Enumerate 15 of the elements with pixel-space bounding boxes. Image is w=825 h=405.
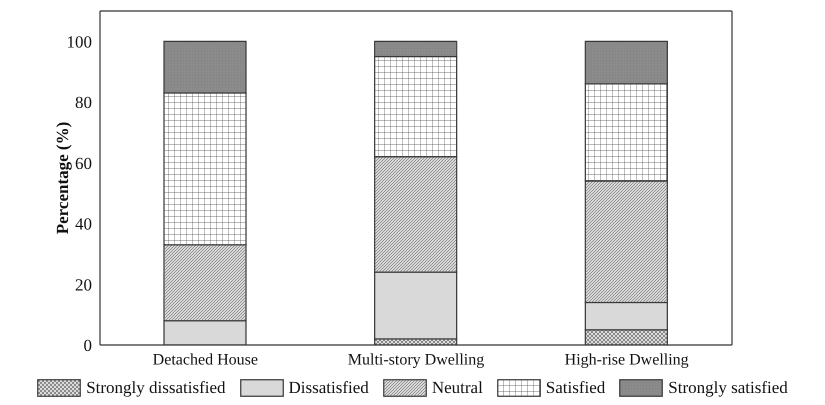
y-tick-label: 40 <box>75 214 92 234</box>
x-tick-label: Multi-story Dwelling <box>348 351 484 368</box>
y-tick-label: 100 <box>66 32 92 52</box>
y-tick-label: 0 <box>84 336 92 356</box>
legend-label: Dissatisfied <box>288 378 369 398</box>
x-tick-label: High-rise Dwelling <box>564 351 689 368</box>
y-tick-label: 60 <box>75 154 92 173</box>
y-axis-title: Percentage (%) <box>53 122 72 234</box>
y-tick-label: 80 <box>75 93 92 112</box>
y-tick-label: 20 <box>75 275 92 294</box>
legend-label: Neutral <box>432 378 483 398</box>
x-tick-label: Detached House <box>152 351 258 368</box>
legend-label: Strongly dissatisfied <box>86 378 226 398</box>
legend-label: Satisfied <box>546 378 606 398</box>
legend-label: Strongly satisfied <box>668 378 788 398</box>
